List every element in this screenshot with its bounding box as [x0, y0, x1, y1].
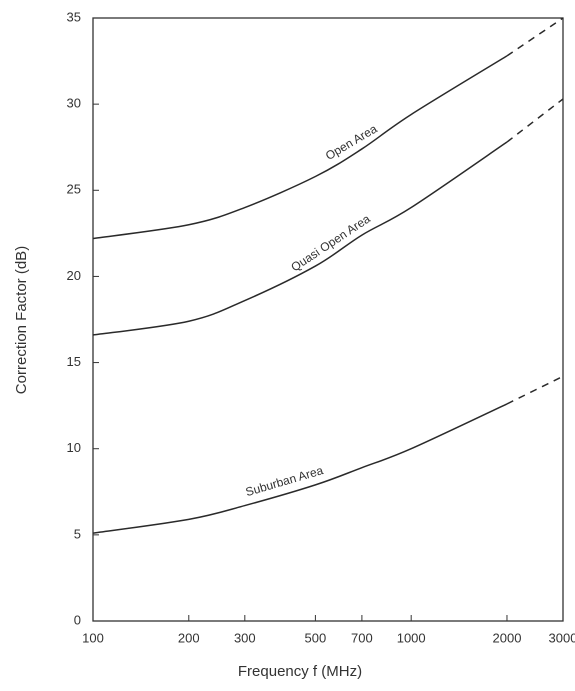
- y-tick-label: 25: [67, 182, 81, 197]
- chart: Frequency f (MHz) Correction Factor (dB)…: [0, 0, 575, 691]
- y-tick-label: 0: [74, 612, 81, 627]
- x-tick-label: 200: [178, 630, 200, 645]
- y-tick-label: 15: [67, 354, 81, 369]
- series-line: [93, 142, 507, 335]
- x-tick-label: 300: [234, 630, 256, 645]
- y-tick-label: 30: [67, 96, 81, 111]
- x-tick-label: 100: [82, 630, 104, 645]
- curve-label: Quasi Open Area: [288, 211, 373, 274]
- y-axis-label: Correction Factor (dB): [13, 246, 30, 394]
- y-tick-label: 10: [67, 440, 81, 455]
- x-tick-label: 3000: [549, 630, 575, 645]
- x-tick-label: 2000: [493, 630, 522, 645]
- y-tick-label: 20: [67, 268, 81, 283]
- series-line-extrapolated: [507, 18, 563, 56]
- x-tick-label: 500: [305, 630, 327, 645]
- plot-frame: [93, 18, 563, 621]
- x-tick-label: 1000: [397, 630, 426, 645]
- x-axis-label: Frequency f (MHz): [238, 663, 362, 680]
- series-line-extrapolated: [507, 99, 563, 142]
- series-line-extrapolated: [507, 376, 563, 404]
- x-tick-label: 700: [351, 630, 373, 645]
- y-tick-label: 35: [67, 9, 81, 24]
- y-tick-label: 5: [74, 526, 81, 541]
- series-line: [93, 56, 507, 239]
